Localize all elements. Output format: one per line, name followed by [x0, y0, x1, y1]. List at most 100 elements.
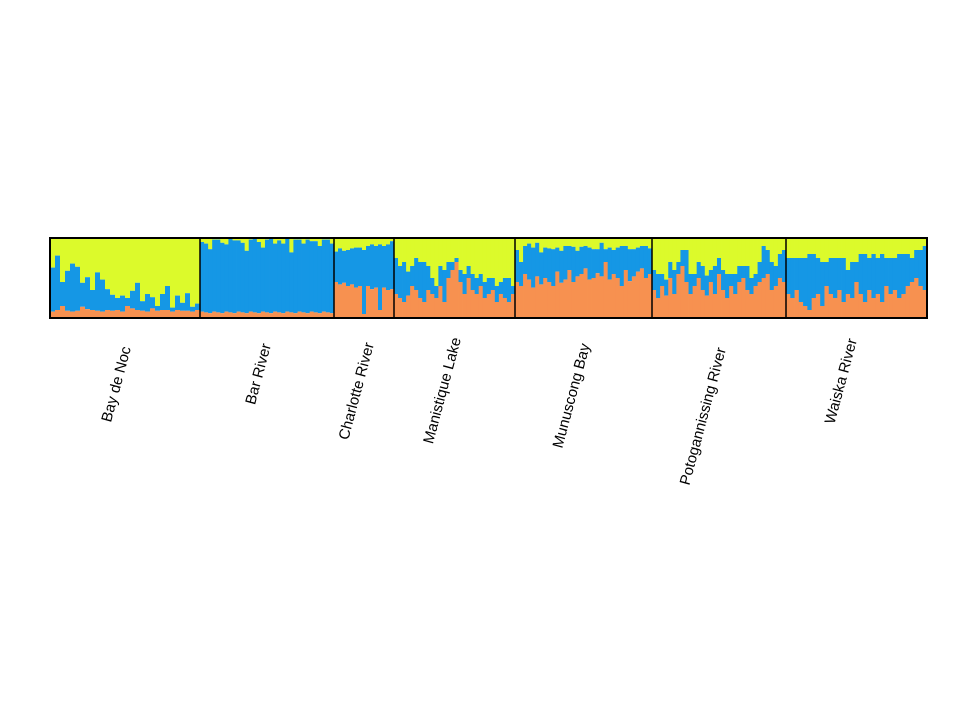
cluster-1-segment — [390, 289, 395, 318]
cluster-3-segment — [418, 238, 423, 262]
cluster-1-segment — [531, 287, 536, 318]
cluster-2-segment — [180, 302, 186, 311]
cluster-3-segment — [482, 238, 488, 282]
cluster-3-segment — [583, 238, 588, 246]
cluster-2-segment — [712, 266, 718, 294]
cluster-1-segment — [160, 310, 166, 318]
cluster-2-segment — [244, 250, 250, 314]
cluster-3-segment — [313, 238, 319, 242]
cluster-1-segment — [195, 310, 201, 318]
cluster-2-segment — [815, 258, 821, 294]
cluster-3-segment — [828, 238, 834, 258]
cluster-1-segment — [692, 286, 698, 318]
cluster-1-segment — [115, 310, 121, 318]
cluster-1-segment — [575, 276, 580, 318]
cluster-2-segment — [478, 274, 484, 286]
cluster-1-segment — [551, 286, 556, 318]
cluster-2-segment — [579, 246, 584, 274]
cluster-1-segment — [559, 282, 564, 318]
labels-layer: Bay de Noc Bar River Charlotte River Manist… — [98, 336, 860, 487]
cluster-3-segment — [378, 238, 383, 245]
cluster-1-segment — [587, 279, 592, 318]
cluster-2-segment — [338, 248, 343, 285]
cluster-2-segment — [623, 246, 629, 270]
cluster-1-segment — [105, 310, 111, 318]
cluster-3-segment — [575, 238, 580, 251]
cluster-1-segment — [430, 294, 435, 318]
cluster-3-segment — [232, 238, 237, 241]
cluster-2-segment — [414, 258, 419, 290]
cluster-3-segment — [454, 238, 459, 258]
cluster-1-segment — [224, 311, 229, 318]
cluster-1-segment — [875, 294, 881, 318]
cluster-2-segment — [688, 274, 694, 294]
cluster-1-segment — [833, 298, 838, 318]
cluster-2-segment — [220, 242, 225, 314]
cluster-2-segment — [790, 258, 795, 298]
cluster-2-segment — [224, 244, 229, 312]
dividers-layer — [199, 238, 787, 318]
cluster-2-segment — [342, 250, 347, 283]
cluster-2-segment — [875, 258, 881, 294]
cluster-2-segment — [708, 270, 714, 282]
cluster-1-segment — [820, 306, 825, 318]
cluster-3-segment — [579, 238, 584, 247]
cluster-3-segment — [256, 238, 262, 242]
cluster-3-segment — [761, 238, 767, 246]
cluster-3-segment — [708, 238, 714, 270]
cluster-3-segment — [656, 238, 661, 274]
cluster-3-segment — [531, 238, 536, 248]
cluster-3-segment — [543, 238, 548, 248]
cluster-2-segment — [293, 239, 298, 314]
cluster-3-segment — [837, 238, 842, 258]
cluster-2-segment — [175, 295, 181, 310]
cluster-1-segment — [897, 298, 902, 318]
cluster-3-segment — [260, 238, 266, 248]
cluster-2-segment — [85, 277, 91, 310]
cluster-2-segment — [212, 239, 217, 312]
cluster-3-segment — [494, 238, 500, 286]
cluster-2-segment — [386, 244, 391, 290]
cluster-3-segment — [406, 238, 411, 272]
cluster-2-segment — [761, 246, 767, 278]
cluster-3-segment — [729, 238, 734, 274]
cluster-2-segment — [325, 239, 331, 313]
cluster-1-segment — [502, 298, 508, 318]
cluster-3-segment — [155, 238, 161, 306]
cluster-2-segment — [466, 266, 472, 278]
cluster-2-segment — [631, 249, 637, 277]
cluster-3-segment — [486, 238, 492, 278]
cluster-1-segment — [623, 270, 629, 318]
cluster-1-segment — [837, 290, 842, 318]
cluster-2-segment — [438, 266, 443, 286]
cluster-2-segment — [248, 239, 254, 312]
cluster-2-segment — [195, 303, 201, 310]
cluster-1-segment — [426, 290, 431, 318]
cluster-3-segment — [737, 238, 742, 266]
cluster-2-segment — [867, 258, 872, 290]
cluster-1-segment — [305, 313, 311, 318]
cluster-2-segment — [909, 258, 915, 282]
cluster-3-segment — [643, 238, 649, 246]
cluster-2-segment — [232, 240, 237, 314]
cluster-2-segment — [828, 258, 834, 294]
cluster-2-segment — [90, 290, 96, 310]
cluster-3-segment — [688, 238, 694, 274]
cluster-2-segment — [571, 246, 576, 282]
cluster-1-segment — [289, 312, 294, 318]
cluster-2-segment — [145, 294, 151, 312]
cluster-3-segment — [815, 238, 821, 258]
cluster-2-segment — [422, 262, 427, 302]
cluster-1-segment — [366, 286, 371, 318]
cluster-2-segment — [523, 246, 528, 274]
cluster-2-segment — [160, 294, 166, 310]
cluster-3-segment — [75, 238, 81, 267]
cluster-1-segment — [527, 279, 532, 318]
cluster-1-segment — [769, 290, 775, 318]
cluster-1-segment — [708, 282, 714, 318]
cluster-3-segment — [922, 238, 928, 246]
cluster-2-segment — [506, 278, 512, 302]
cluster-3-segment — [563, 238, 568, 246]
cluster-2-segment — [527, 243, 532, 280]
cluster-1-segment — [603, 262, 609, 318]
